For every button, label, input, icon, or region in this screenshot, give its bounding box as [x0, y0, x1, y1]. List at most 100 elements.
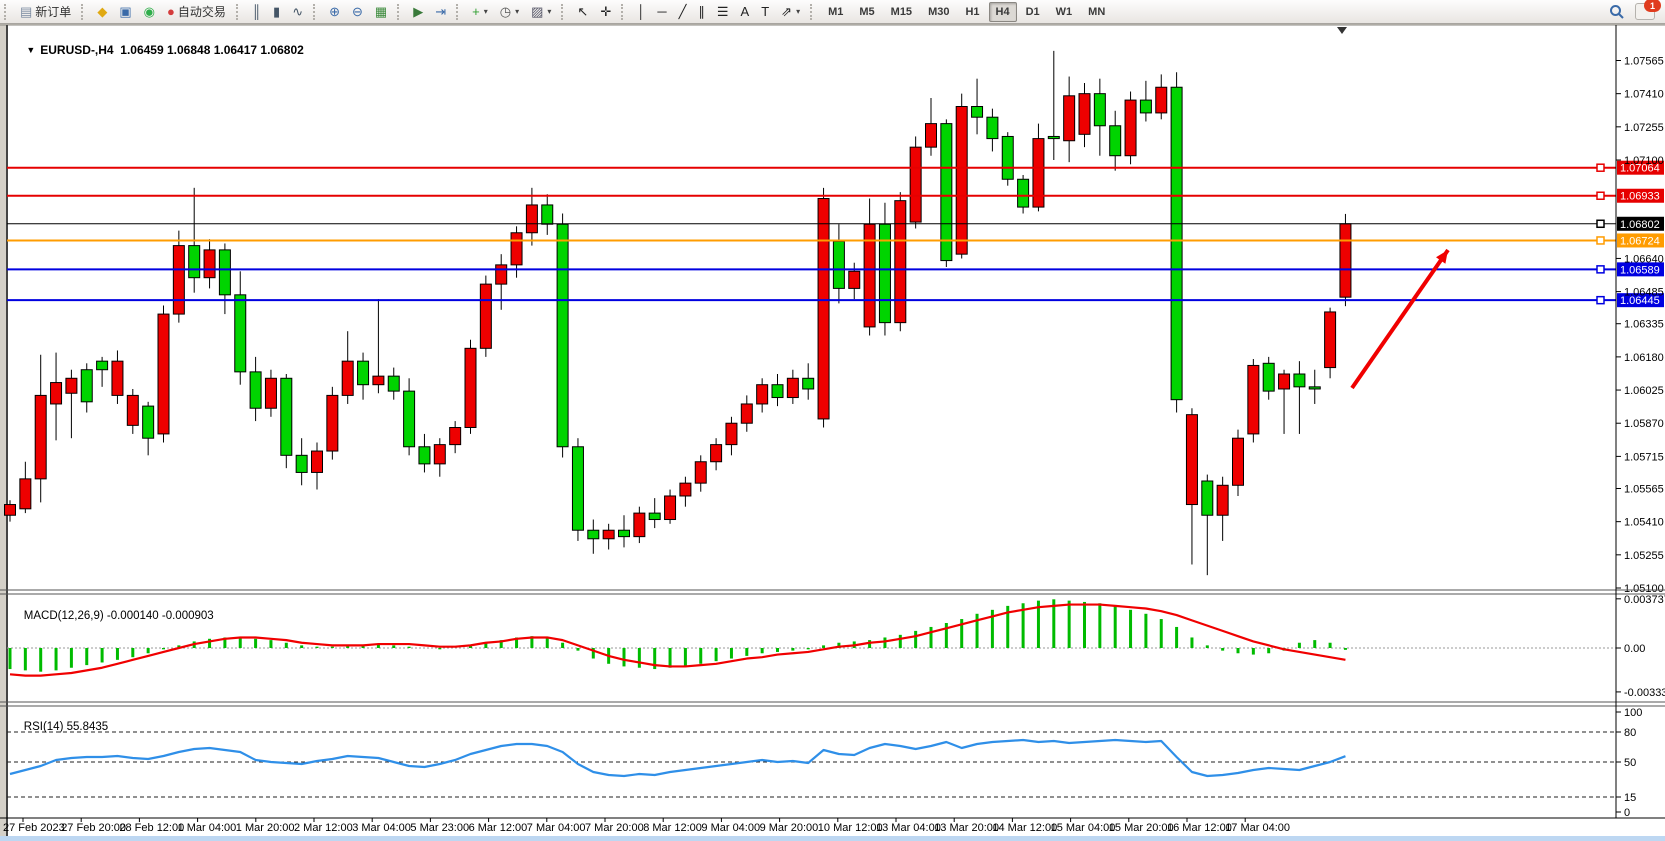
toolbar-grip[interactable] — [456, 3, 463, 20]
candle — [664, 495, 677, 521]
bottom-strip — [0, 836, 1665, 841]
tile-windows-button[interactable]: ▦ — [370, 1, 392, 23]
trendline-button[interactable]: ╱ — [674, 1, 692, 23]
fibonacci-button[interactable]: ☰ — [712, 1, 734, 23]
horizontal-line-button[interactable]: ─ — [652, 1, 671, 23]
candle — [1017, 178, 1030, 208]
price-axis-label: 1.06640 — [1624, 253, 1664, 265]
chevron-down-icon[interactable]: ▾ — [547, 7, 552, 16]
text-label-button[interactable]: T — [756, 1, 774, 23]
candle — [111, 360, 124, 396]
toolbar-grip[interactable] — [397, 3, 404, 20]
price-line-handle[interactable] — [1596, 265, 1605, 274]
candle — [142, 405, 155, 439]
metaeditor-button[interactable]: ◆ — [92, 1, 112, 23]
trend-arrow-head[interactable] — [1436, 250, 1448, 264]
price-line-handle[interactable] — [1596, 163, 1605, 172]
candle — [633, 512, 646, 538]
toolbar-grip[interactable] — [81, 3, 88, 20]
timeframe-button-m30[interactable]: M30 — [928, 5, 950, 18]
trend-arrow-line[interactable] — [1350, 248, 1450, 390]
timeframe-button-d1[interactable]: D1 — [1025, 5, 1040, 18]
chart-shift-button[interactable]: ⇥ — [430, 1, 451, 23]
chevron-down-icon[interactable]: ▾ — [483, 7, 488, 16]
candle — [786, 377, 799, 399]
fibo-icon: ☰ — [716, 4, 729, 19]
toolbar-grip[interactable] — [4, 3, 11, 20]
candle — [1063, 95, 1076, 142]
time-axis-label: 17 Mar 04:00 — [1225, 822, 1290, 834]
toolbar-right: 1 — [1609, 0, 1665, 20]
candle — [510, 232, 523, 266]
chevron-down-icon[interactable]: ▾ — [796, 7, 801, 16]
vertical-line-button[interactable]: │ — [632, 1, 650, 23]
notification-badge: 1 — [1644, 0, 1661, 12]
arrows-button[interactable]: ⇗ ▾ — [776, 1, 805, 23]
toolbar-grip[interactable] — [810, 3, 817, 20]
timeframe-button-m15[interactable]: M15 — [890, 5, 913, 18]
price-axis-label: 1.06335 — [1624, 319, 1664, 331]
cursor-button[interactable]: ↖ — [572, 1, 593, 23]
price-line-handle[interactable] — [1596, 295, 1605, 305]
candles-icon: ▮ — [273, 4, 281, 19]
candlestick-chart-button[interactable]: ▮ — [268, 1, 285, 23]
toolbar-grip[interactable] — [561, 3, 568, 20]
data-window-button[interactable]: ▣ — [114, 1, 136, 23]
toolbar-grip[interactable] — [235, 3, 243, 20]
new-chart-button[interactable]: + ▾ — [467, 1, 493, 23]
periods-button[interactable]: ◷ ▾ — [495, 1, 524, 23]
template-icon: ▨ — [531, 4, 544, 19]
price-line-handle[interactable] — [1596, 219, 1605, 229]
price-axis-label: 1.07100 — [1624, 155, 1664, 167]
time-axis-label: 9 Mar 20:00 — [760, 822, 819, 834]
new-order-button[interactable]: ▤ 新订单 — [15, 1, 76, 23]
chartshift-icon: ⇥ — [435, 4, 447, 19]
timeframe-button-m1[interactable]: M1 — [828, 5, 844, 18]
toolbar-grip[interactable] — [313, 3, 320, 20]
auto-scroll-button[interactable]: ▶ — [408, 1, 428, 23]
search-icon[interactable] — [1609, 4, 1625, 20]
timeframe-button-h4[interactable]: H4 — [988, 1, 1017, 22]
timeframe-button-w1[interactable]: W1 — [1055, 5, 1073, 18]
zoom-out-button[interactable]: ⊖ — [347, 1, 368, 23]
text-button[interactable]: A — [736, 1, 755, 23]
bar-chart-button[interactable]: ║ — [247, 1, 266, 23]
signals-button[interactable]: ◉ — [139, 1, 160, 23]
macd-main-value: -0.000140 — [106, 610, 159, 622]
candle — [817, 198, 830, 420]
price-line-handle[interactable] — [1596, 191, 1605, 200]
candle — [618, 529, 630, 538]
chart-dropdown-icon[interactable]: ▼ — [26, 45, 36, 55]
toolbar-grip[interactable] — [621, 3, 628, 20]
notifications-icon[interactable]: 1 — [1635, 0, 1661, 20]
candle — [418, 446, 431, 465]
price-line-tag — [1617, 233, 1664, 248]
templates-button[interactable]: ▨ ▾ — [526, 1, 556, 23]
line-chart-button[interactable]: ∿ — [287, 1, 308, 23]
timeframe-button-m5[interactable]: M5 — [859, 5, 875, 18]
chevron-down-icon[interactable]: ▾ — [515, 7, 520, 16]
price-line-handle[interactable] — [1596, 236, 1605, 245]
macd-signal-line — [9, 603, 1346, 677]
autotrading-button-label: 自动交易 — [177, 5, 226, 19]
chart-shift-marker[interactable] — [1337, 27, 1347, 34]
time-axis-label: 27 Feb 2023 — [3, 822, 65, 834]
candle — [894, 200, 907, 324]
time-axis-label: 14 Mar 12:00 — [992, 822, 1057, 834]
candle — [449, 427, 462, 446]
zoom-in-button[interactable]: ⊕ — [324, 1, 345, 23]
equidistant-channel-button[interactable]: ∥ — [693, 1, 710, 23]
toolbar-group: ▶ ⇥ — [393, 1, 452, 23]
newchart-icon: + — [472, 4, 480, 19]
autotrading-button[interactable]: ● 自动交易 — [162, 1, 231, 23]
time-axis-label: 13 Mar 04:00 — [876, 822, 941, 834]
price-axis-label: 1.06025 — [1624, 385, 1664, 397]
chart-ohlc-values: 1.06459 1.06848 1.06417 1.06802 — [120, 43, 304, 57]
crosshair-button[interactable]: ✛ — [595, 1, 616, 23]
timeframe-button-mn[interactable]: MN — [1088, 5, 1106, 18]
candle — [1324, 311, 1337, 369]
timeframe-button-h1[interactable]: H1 — [965, 5, 980, 18]
candle — [694, 461, 707, 484]
time-axis-label: 1 Mar 04:00 — [178, 822, 237, 834]
candle — [264, 377, 277, 409]
